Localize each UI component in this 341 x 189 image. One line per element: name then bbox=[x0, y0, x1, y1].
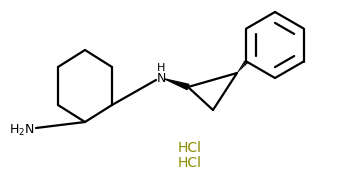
Text: H$_2$N: H$_2$N bbox=[9, 122, 35, 138]
Text: HCl: HCl bbox=[178, 156, 202, 170]
Text: N: N bbox=[156, 71, 166, 84]
Polygon shape bbox=[165, 79, 189, 90]
Text: HCl: HCl bbox=[178, 141, 202, 155]
Text: H: H bbox=[157, 63, 165, 73]
